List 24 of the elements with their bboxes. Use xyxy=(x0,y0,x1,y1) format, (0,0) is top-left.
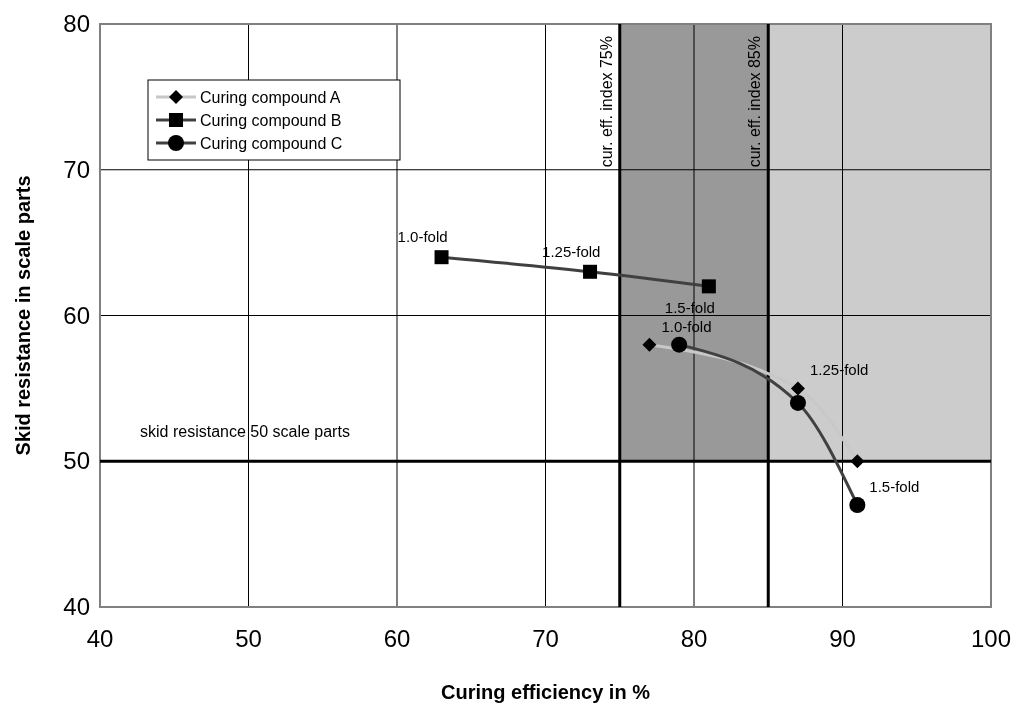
y-tick-label: 50 xyxy=(63,447,90,475)
legend-label: Curing compound B xyxy=(200,112,342,129)
y-tick-label: 70 xyxy=(63,155,90,183)
y-tick-label: 80 xyxy=(63,10,90,37)
ref-line-label: cur. eff. index 85% xyxy=(746,36,764,168)
legend-label: Curing compound C xyxy=(200,135,343,152)
y-axis-title: Skid resistance in scale parts xyxy=(12,175,34,456)
x-tick-label: 100 xyxy=(970,625,1012,652)
x-tick-label: 80 xyxy=(680,625,708,652)
y-tick-label: 40 xyxy=(63,593,90,620)
legend-label: Curing compound A xyxy=(200,89,341,106)
x-tick-label: 50 xyxy=(235,625,262,652)
y-tick-label: 60 xyxy=(63,301,90,329)
ref-line-label: cur. eff. index 75% xyxy=(597,36,615,168)
ref-line-label: skid resistance 50 scale parts xyxy=(140,423,350,441)
annotation: 1.0-fold xyxy=(397,228,448,246)
annotation: 1.5-fold xyxy=(869,477,920,495)
x-axis-title: Curing efficiency in % xyxy=(441,681,651,703)
x-tick-label: 90 xyxy=(829,625,856,652)
annotation: 1.5-fold xyxy=(664,299,715,317)
annotation: 1.0-fold xyxy=(661,317,712,335)
x-tick-label: 60 xyxy=(383,625,411,652)
x-tick-label: 40 xyxy=(86,625,114,652)
x-tick-label: 70 xyxy=(532,625,559,652)
